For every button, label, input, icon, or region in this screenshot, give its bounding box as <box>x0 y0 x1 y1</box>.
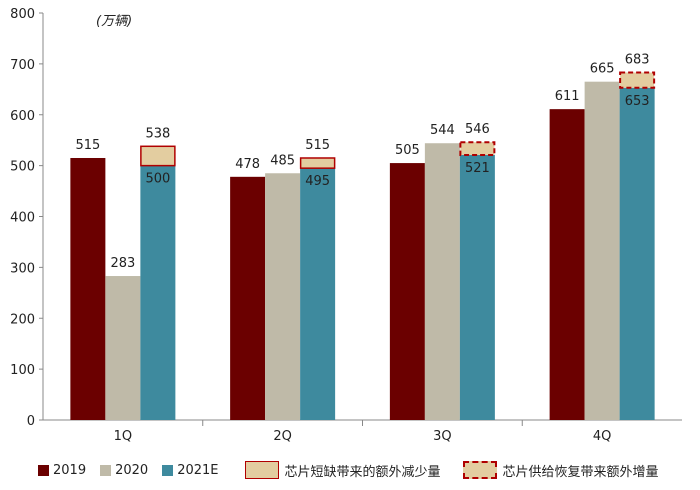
data-label: 500 <box>145 172 170 187</box>
axes: 0 100 200 300 400 500 600 700 800 1Q 2Q 3Q 4Q <box>10 7 682 444</box>
data-label: 485 <box>270 153 295 168</box>
y-tick-label: 600 <box>10 109 35 124</box>
overlay-box <box>140 145 176 167</box>
data-label: 653 <box>625 94 650 109</box>
legend-item-shortage: 芯片短缺带来的额外减少量 <box>244 461 441 480</box>
bar <box>230 176 266 420</box>
x-tick-label: 1Q <box>114 429 133 444</box>
data-label: 495 <box>305 174 330 189</box>
y-tick-label: 700 <box>10 58 35 73</box>
bars <box>70 71 656 421</box>
data-label: 505 <box>395 143 420 158</box>
bar <box>424 143 460 421</box>
bar <box>549 109 585 420</box>
legend: 2019 2020 2021E 芯片短缺带来的额外减少量 芯片供给恢复带来额外增… <box>38 458 673 482</box>
y-tick-label: 0 <box>27 414 35 429</box>
legend-swatch-2021e <box>162 464 174 476</box>
data-label: 283 <box>110 256 135 271</box>
y-tick-label: 500 <box>10 160 35 175</box>
legend-swatch-2019 <box>38 464 49 476</box>
bar <box>70 157 106 420</box>
x-tick-label: 3Q <box>433 429 452 444</box>
data-label-adjusted: 546 <box>465 122 490 137</box>
x-tick-label: 4Q <box>593 429 612 444</box>
legend-label-2019: 2019 <box>53 462 87 478</box>
data-label-adjusted: 683 <box>625 53 650 68</box>
bar <box>140 165 176 420</box>
legend-label-2021e: 2021E <box>177 462 219 478</box>
legend-label-2020: 2020 <box>115 462 149 478</box>
data-labels: 515 283 538 500 478 485 515 495 505 544 546 521 611 6… <box>75 53 650 271</box>
legend-item-recovery: 芯片供给恢复带来额外增量 <box>462 461 659 480</box>
overlay-box <box>619 71 656 89</box>
legend-label-shortage: 芯片短缺带来的额外减少量 <box>284 464 441 480</box>
data-label-adjusted: 515 <box>305 138 330 153</box>
data-label: 521 <box>465 161 490 176</box>
legend-swatch-recovery <box>462 461 497 479</box>
bar <box>619 87 655 420</box>
legend-label-recovery: 芯片供给恢复带来额外增量 <box>502 464 659 480</box>
bar <box>584 81 620 421</box>
x-tick-label: 2Q <box>273 429 292 444</box>
data-label: 544 <box>430 123 455 138</box>
bar <box>300 168 336 420</box>
legend-item-2020: 2020 <box>100 463 148 478</box>
y-tick-label: 800 <box>10 7 35 22</box>
overlay-box <box>299 157 336 169</box>
bar <box>389 163 425 421</box>
y-tick-label: 200 <box>10 312 35 327</box>
data-label: 515 <box>75 138 100 153</box>
legend-swatch-2020 <box>100 464 112 476</box>
legend-swatch-shortage <box>244 461 279 479</box>
unit-label: (万辆) <box>96 14 132 29</box>
data-label: 665 <box>590 62 615 77</box>
bar <box>459 154 495 420</box>
y-tick-label: 300 <box>10 261 35 276</box>
legend-item-2019: 2019 <box>38 463 86 478</box>
y-tick-label: 100 <box>10 363 35 378</box>
data-label-adjusted: 538 <box>145 126 170 141</box>
y-tick-label: 400 <box>10 211 35 226</box>
bar <box>105 276 141 420</box>
overlay-box <box>459 141 496 156</box>
data-label: 478 <box>235 157 260 172</box>
legend-item-2021e: 2021E <box>162 462 219 478</box>
bar <box>265 173 301 420</box>
data-label: 611 <box>555 89 580 104</box>
